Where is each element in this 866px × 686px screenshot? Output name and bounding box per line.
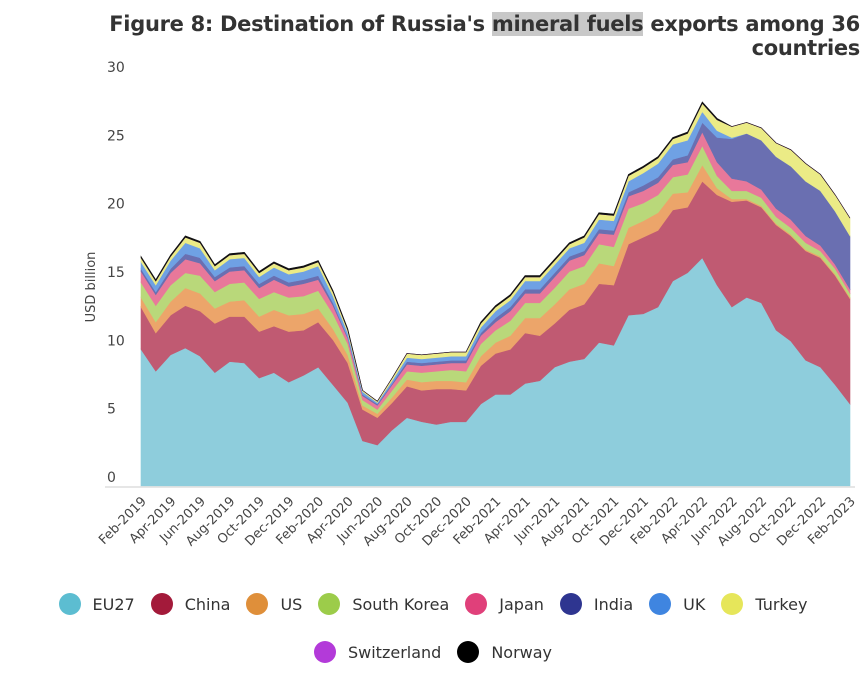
- area-layers: [140, 101, 851, 487]
- legend-row-1: EU27 China US South Korea Japan India UK Turkey: [0, 590, 866, 618]
- y-tick-label: 25: [107, 128, 125, 144]
- legend-item-india[interactable]: India: [559, 593, 634, 615]
- x-axis: Feb-2019Apr-2019Jun-2019Aug-2019Oct-2019…: [96, 486, 859, 549]
- legend: EU27 China US South Korea Japan India UK Turkey…: [0, 590, 866, 686]
- legend-label: China: [184, 594, 231, 614]
- legend-item-us[interactable]: US: [246, 593, 302, 615]
- y-tick-label: 30: [107, 60, 125, 76]
- legend-swatch-icon: [313, 641, 336, 663]
- legend-label: UK: [683, 594, 706, 614]
- title-highlight: mineral fuels: [491, 12, 644, 36]
- legend-item-turkey[interactable]: Turkey: [721, 593, 807, 615]
- y-axis: 0 5 10 15 20 25 30: [107, 60, 125, 486]
- legend-label: Switzerland: [347, 642, 442, 662]
- legend-label: India: [593, 594, 634, 614]
- legend-item-norway[interactable]: Norway: [457, 641, 552, 663]
- title-suffix: exports among 36 countries: [643, 12, 860, 60]
- legend-swatch-icon: [465, 593, 488, 615]
- legend-label: South Korea: [352, 594, 450, 614]
- y-tick-label: 0: [107, 470, 116, 486]
- legend-label: Turkey: [755, 594, 808, 614]
- legend-swatch-icon: [649, 593, 672, 615]
- legend-label: EU27: [92, 594, 135, 614]
- legend-swatch-icon: [246, 593, 269, 615]
- legend-swatch-icon: [457, 641, 480, 663]
- legend-item-south-korea[interactable]: South Korea: [318, 593, 449, 615]
- area-norway: [140, 101, 851, 402]
- legend-label: US: [280, 594, 303, 614]
- legend-item-uk[interactable]: UK: [649, 593, 705, 615]
- legend-row-2: Switzerland Norway: [0, 638, 866, 666]
- legend-swatch-icon: [150, 593, 173, 615]
- legend-item-china[interactable]: China: [150, 593, 231, 615]
- y-tick-label: 20: [107, 197, 125, 213]
- y-axis-label: USD billion: [84, 252, 99, 323]
- legend-item-japan[interactable]: Japan: [465, 593, 544, 615]
- legend-label: Norway: [491, 642, 553, 662]
- legend-item-eu27[interactable]: EU27: [58, 593, 135, 615]
- y-tick-label: 15: [107, 265, 125, 281]
- chart-title: Figure 8: Destination of Russia's minera…: [0, 12, 866, 60]
- legend-swatch-icon: [721, 593, 744, 615]
- y-tick-label: 5: [107, 402, 116, 418]
- legend-swatch-icon: [58, 593, 81, 615]
- legend-swatch-icon: [318, 593, 341, 615]
- title-prefix: Figure 8: Destination of Russia's: [109, 12, 492, 36]
- y-tick-label: 10: [107, 333, 125, 349]
- legend-label: Japan: [499, 594, 544, 614]
- stacked-area-chart: 0 5 10 15 20 25 30 Feb-2019Apr-2019Jun-2019Aug…: [84, 60, 859, 549]
- legend-swatch-icon: [559, 593, 582, 615]
- legend-item-switzerland[interactable]: Switzerland: [313, 641, 442, 663]
